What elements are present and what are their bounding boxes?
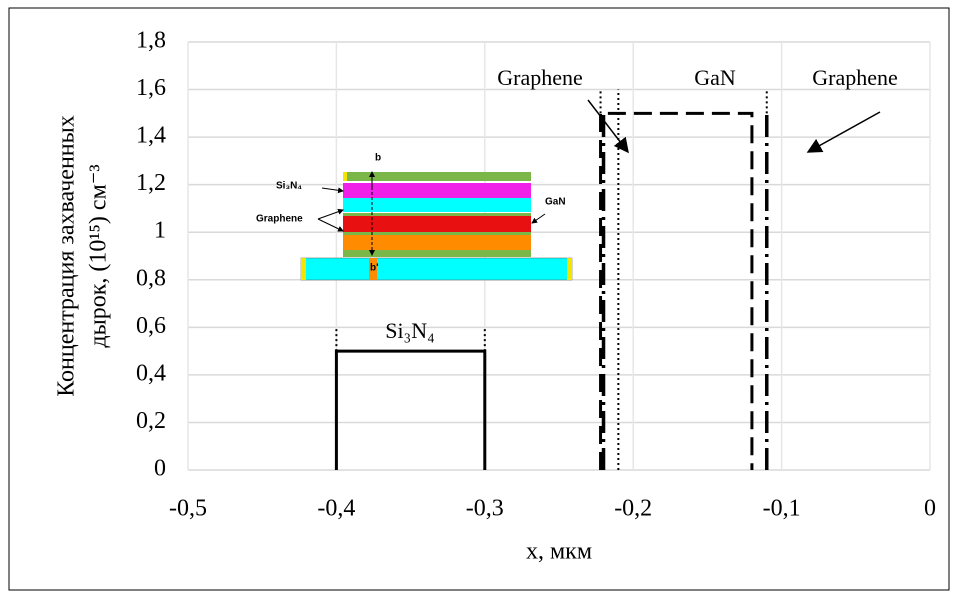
y-tick-label: 1	[154, 218, 166, 244]
x-tick-label: -0,1	[763, 496, 801, 522]
y-tick-label: 0,4	[136, 360, 166, 386]
y-tick-label: 1,6	[136, 75, 166, 101]
x-tick-label: -0,2	[614, 496, 652, 522]
series-line	[599, 111, 754, 470]
y-axis-label: дырок, (10¹⁵) см⁻³	[86, 164, 112, 347]
annotation: GaN	[694, 65, 736, 90]
inset-label: Si₃N₄	[276, 181, 302, 192]
inset-diagram: b Si₃N₄ Graphene GaN b'	[256, 153, 573, 281]
y-tick-label: 1,4	[136, 123, 166, 149]
y-tick-label: 0,8	[136, 265, 166, 291]
y-tick-label: 1,8	[136, 28, 166, 54]
y-axis-label: Концентрация захваченных	[54, 115, 80, 397]
inset-label: b'	[370, 263, 379, 274]
annotation: Graphene	[497, 65, 583, 90]
inset-label: GaN	[545, 197, 566, 208]
annotation-arrow	[806, 111, 881, 153]
x-tick-label: -0,4	[317, 496, 355, 522]
y-tick-label: 1,2	[136, 170, 166, 196]
inset-label: b	[375, 153, 381, 164]
series-line	[334, 349, 487, 470]
annotation: Graphene	[812, 65, 898, 90]
y-tick-label: 0,6	[136, 313, 166, 339]
x-axis-label: x, мкм	[526, 539, 592, 565]
series-line	[601, 113, 769, 470]
annotation: Si₃N₄	[385, 318, 435, 343]
y-tick-label: 0	[154, 456, 166, 482]
x-tick-label: 0	[924, 496, 936, 522]
y-tick-label: 0,2	[136, 408, 166, 434]
annotation-arrow	[587, 99, 629, 154]
x-tick-label: -0,5	[169, 496, 207, 522]
frame	[8, 7, 950, 591]
series-line	[335, 89, 768, 470]
x-tick-label: -0,3	[466, 496, 504, 522]
inset-label: Graphene	[256, 214, 303, 225]
